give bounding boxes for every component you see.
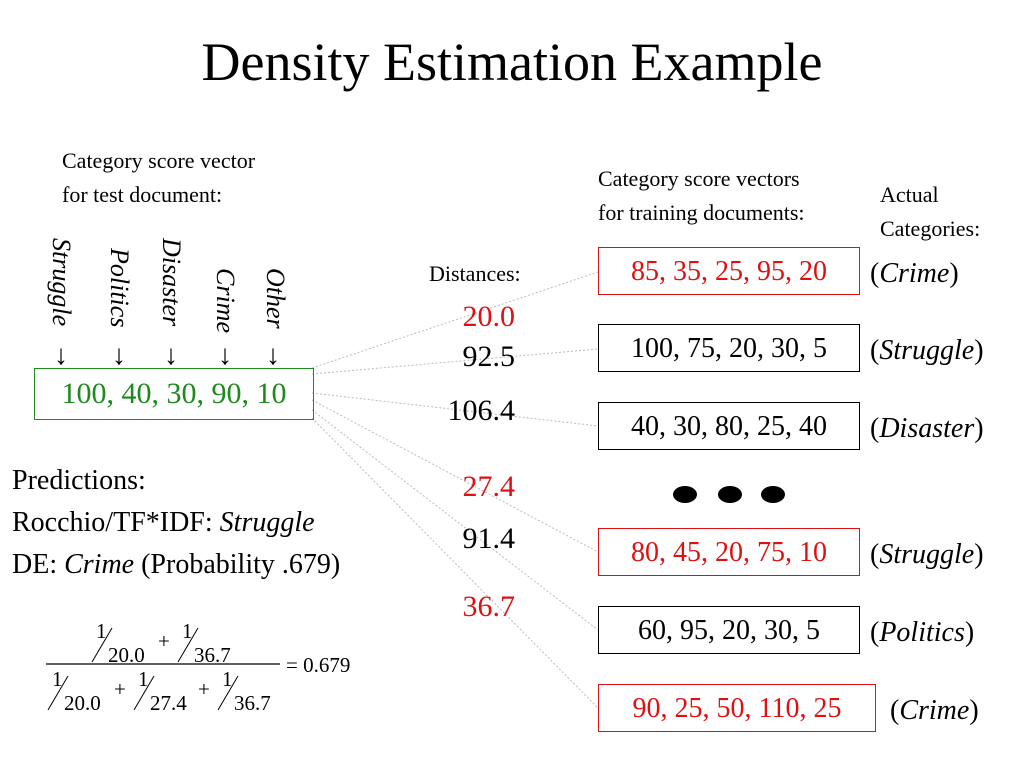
predictions-heading: Predictions: — [12, 465, 146, 496]
down-arrow-icon: ↓ — [112, 340, 126, 371]
actual-category: (Politics) — [870, 617, 975, 648]
category-label-politics: Politics — [105, 248, 134, 328]
test-vector-label: Category score vector for test document: — [62, 144, 255, 212]
actual-categories-label: Actual Categories: — [880, 178, 980, 246]
formula-den-term: 20.0 — [64, 691, 101, 715]
actual-category: (Crime) — [870, 258, 959, 289]
training-vector-box: 100, 75, 20, 30, 5 — [598, 324, 860, 372]
actual-category-name: Crime — [899, 695, 970, 726]
rocchio-prediction: Rocchio/TF*IDF: Struggle — [12, 502, 340, 544]
formula-den-term: 36.7 — [234, 691, 271, 715]
actual-category: (Disaster) — [870, 413, 984, 444]
down-arrow-icon: ↓ — [218, 340, 232, 371]
rocchio-value: Struggle — [219, 507, 315, 538]
formula-num-term: 20.0 — [108, 643, 145, 667]
distance-value: 92.5 — [462, 340, 516, 373]
training-vector-box: 90, 25, 50, 110, 25 — [598, 684, 876, 732]
training-vector-box: 40, 30, 80, 25, 40 — [598, 402, 860, 450]
category-label-other: Other — [261, 268, 290, 329]
formula-plus: + — [198, 677, 210, 701]
formula-den-term: 27.4 — [150, 691, 187, 715]
actual-category-name: Disaster — [879, 413, 975, 444]
de-value: Crime — [64, 549, 135, 580]
formula-plus: + — [158, 629, 170, 653]
formula-one: 1 — [96, 619, 107, 643]
training-vector-box: 85, 35, 25, 95, 20 — [598, 247, 860, 295]
actual-categories-label-line2: Categories: — [880, 216, 981, 241]
distance-value: 36.7 — [462, 590, 516, 623]
de-label: DE: — [12, 549, 65, 580]
distance-value: 27.4 — [462, 470, 516, 503]
formula-num-term: 36.7 — [194, 643, 231, 667]
down-arrow-icon: ↓ — [54, 340, 68, 371]
rocchio-label: Rocchio/TF*IDF: — [12, 507, 220, 538]
down-arrow-icon: ↓ — [266, 340, 280, 371]
formula-plus: + — [114, 677, 126, 701]
slide-title: Density Estimation Example — [201, 32, 823, 92]
category-label-disaster: Disaster — [157, 238, 186, 327]
training-vectors-label: Category score vectors for training docu… — [598, 162, 805, 230]
actual-category-name: Struggle — [879, 335, 975, 366]
actual-category: (Struggle) — [870, 539, 984, 570]
training-vectors-label-line2: for training documents: — [598, 200, 805, 225]
distances-label: Distances: — [429, 261, 521, 286]
formula-one: 1 — [222, 667, 233, 691]
actual-category-name: Crime — [879, 258, 950, 289]
actual-category: (Crime) — [890, 695, 979, 726]
distance-value: 20.0 — [462, 300, 516, 333]
actual-categories-label-line1: Actual — [880, 182, 939, 207]
test-vector-label-line1: Category score vector — [62, 148, 256, 173]
distance-value: 91.4 — [462, 522, 516, 555]
formula-one: 1 — [138, 667, 149, 691]
training-vector-box: 60, 95, 20, 30, 5 — [598, 606, 860, 654]
category-label-crime: Crime — [211, 268, 240, 333]
predictions-block: Predictions: Rocchio/TF*IDF: Struggle DE… — [12, 460, 340, 586]
de-probability: (Probability .679) — [134, 549, 341, 580]
category-label-struggle: Struggle — [47, 238, 76, 327]
formula-one: 1 — [182, 619, 193, 643]
probability-formula: 1 20.0 + 1 36.7 1 20.0 + 1 27.4 + 1 36.7… — [40, 616, 380, 720]
actual-category-name: Struggle — [879, 539, 975, 570]
de-prediction: DE: Crime (Probability .679) — [12, 544, 340, 586]
formula-result: = 0.679 — [286, 653, 350, 677]
down-arrow-icon: ↓ — [164, 340, 178, 371]
training-vector-box: 80, 45, 20, 75, 10 — [598, 528, 860, 576]
actual-category: (Struggle) — [870, 335, 984, 366]
actual-category-name: Politics — [879, 617, 965, 648]
formula-one: 1 — [52, 667, 63, 691]
training-vectors-label-line1: Category score vectors — [598, 166, 800, 191]
distance-value: 106.4 — [447, 394, 516, 427]
test-vector-box: 100, 40, 30, 90, 10 — [34, 368, 314, 420]
test-vector-label-line2: for test document: — [62, 182, 223, 207]
